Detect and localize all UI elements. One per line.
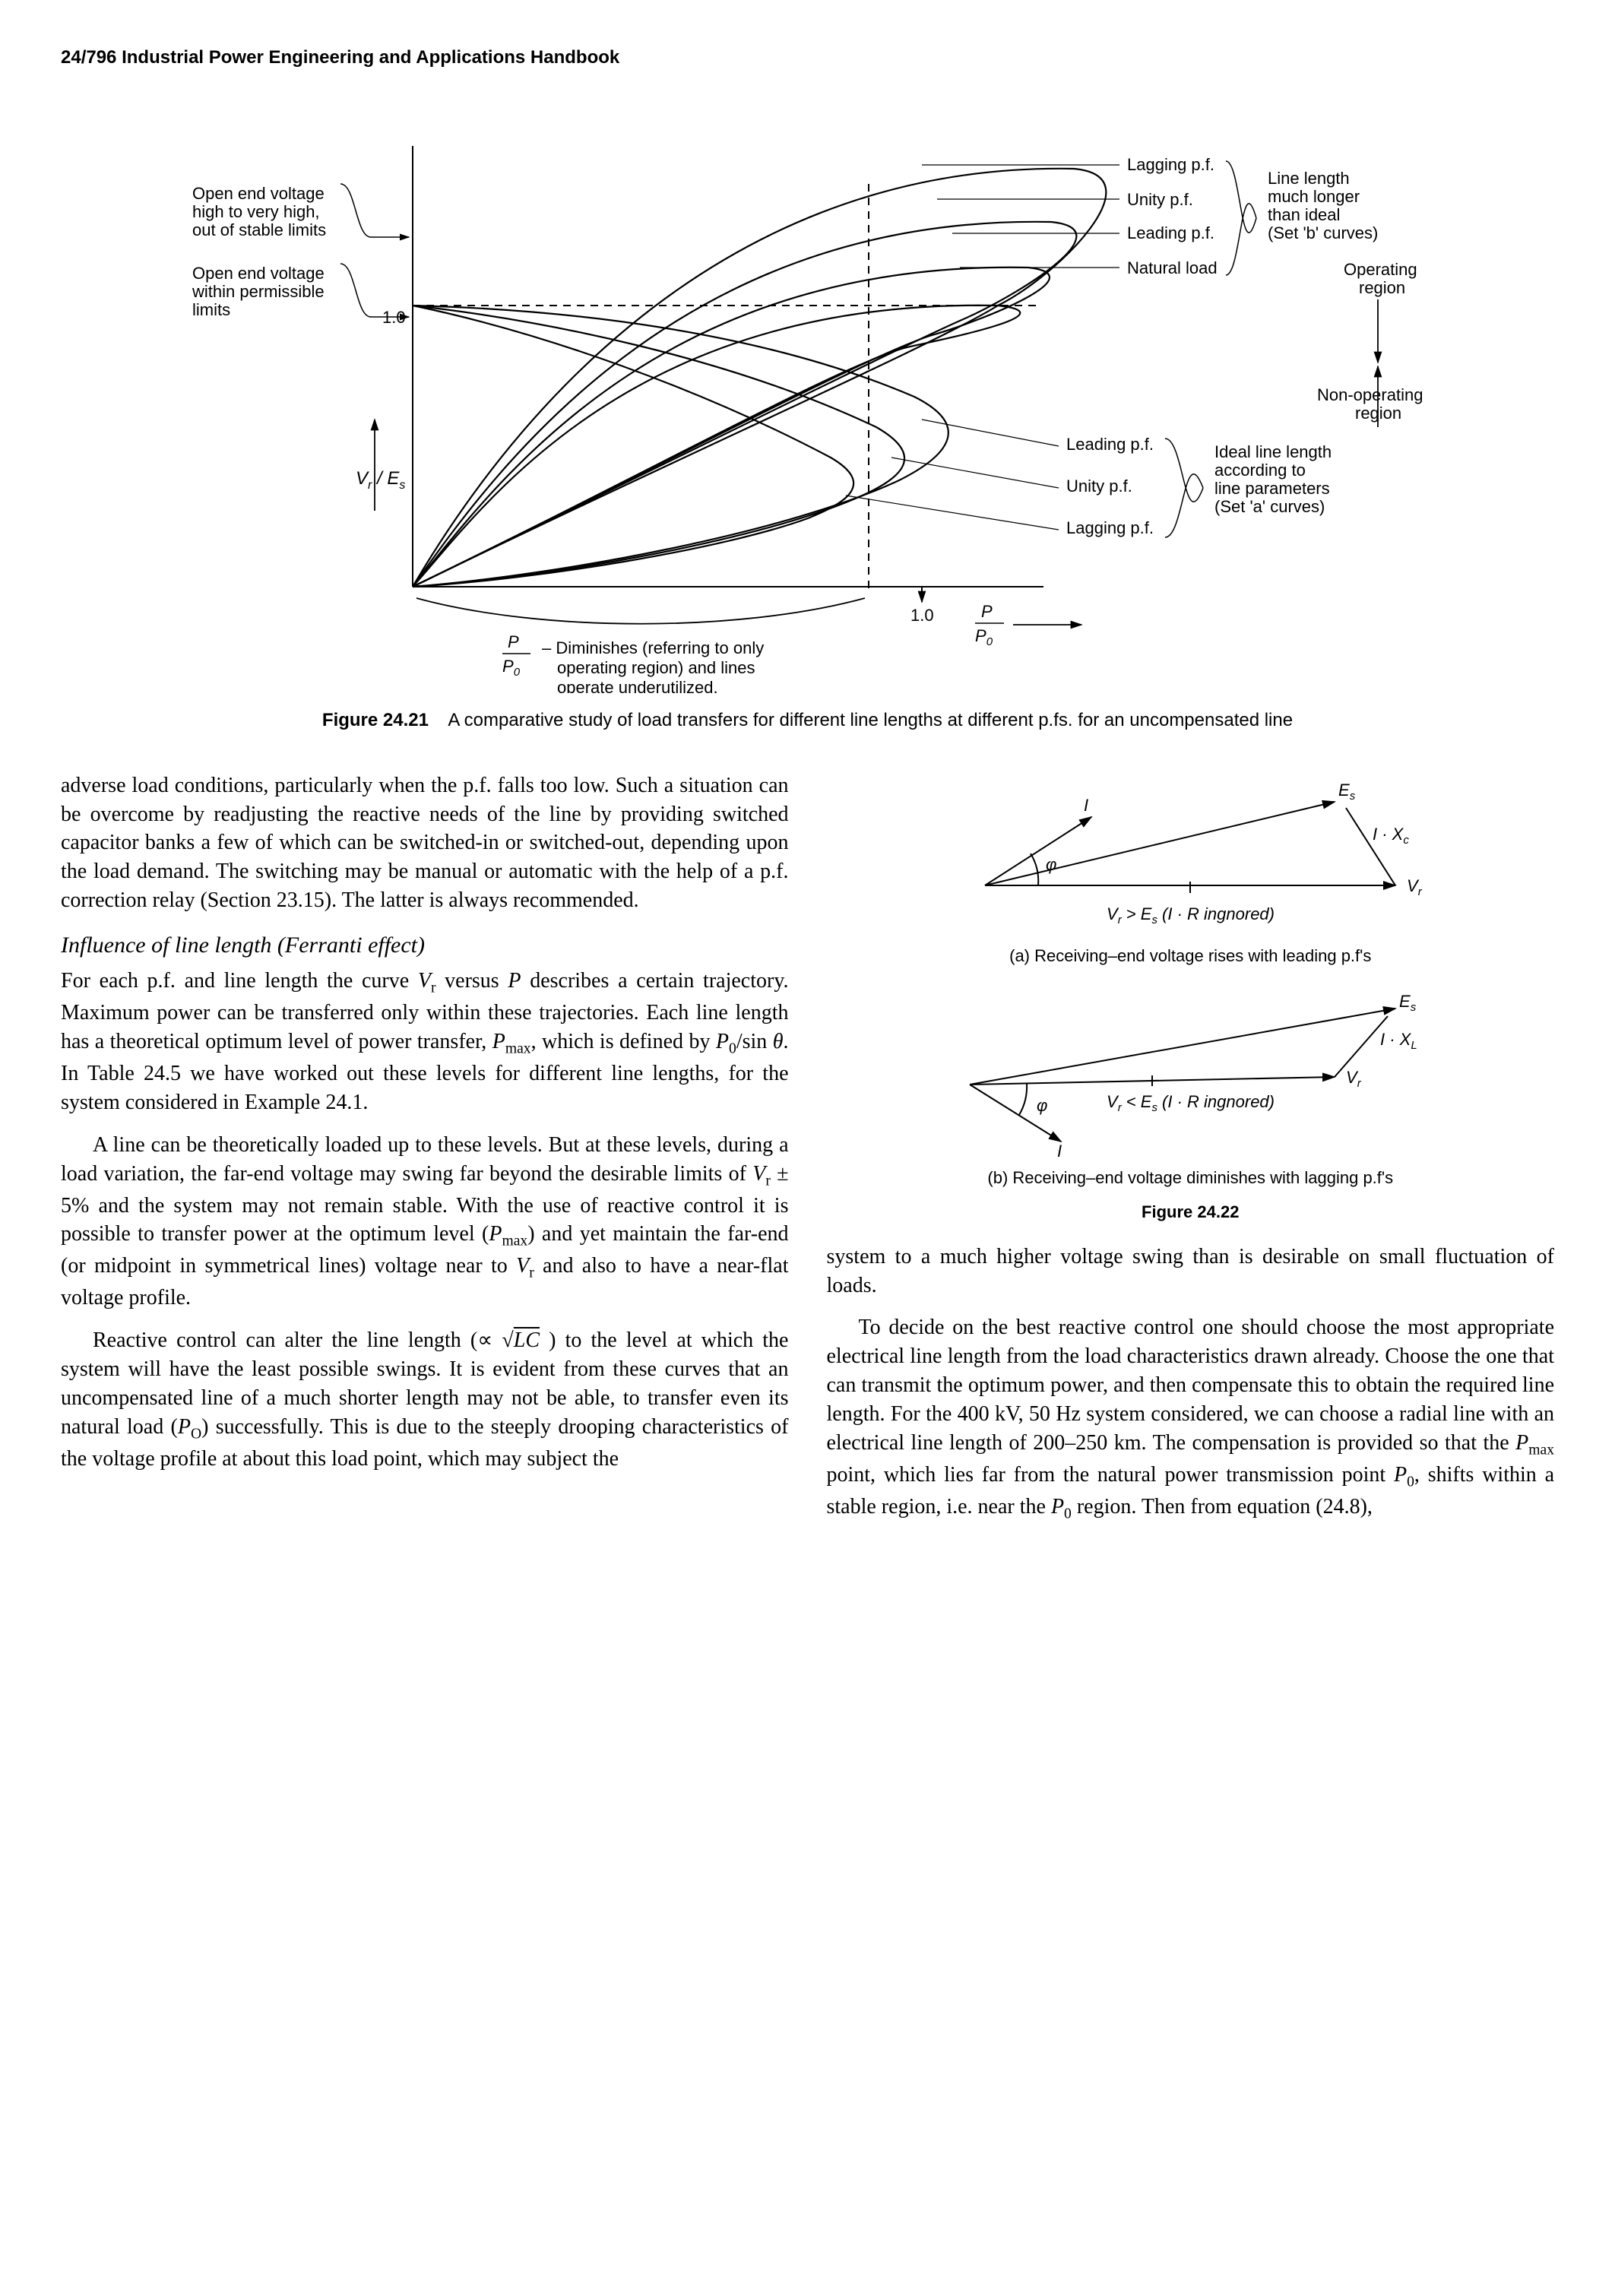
lbl-a-leading: Leading p.f.	[1066, 435, 1154, 454]
left-p4: Reactive control can alter the line leng…	[61, 1326, 789, 1473]
lbl-I-b: I	[1057, 1142, 1062, 1161]
fig21-caption: Figure 24.21 A comparative study of load…	[61, 708, 1554, 733]
right-p1: system to a much higher voltage swing th…	[827, 1243, 1555, 1300]
diminishes-note: – Diminishes (referring to only operatin…	[542, 638, 768, 693]
left-p1: adverse load conditions, particularly wh…	[61, 771, 789, 915]
header-text: 24/796 Industrial Power Engineering and …	[61, 47, 619, 68]
body-columns: adverse load conditions, particularly wh…	[61, 771, 1554, 1538]
fig22a: Es I · Xc Vr I φ Vr > Es (I · R ingnored…	[827, 771, 1555, 967]
svg-text:P0: P0	[975, 626, 993, 648]
lbl-one: 1.0	[382, 308, 406, 327]
fig22-title: Figure 24.22	[827, 1201, 1555, 1224]
left-column: adverse load conditions, particularly wh…	[61, 771, 789, 1538]
x-one: 1.0	[910, 606, 934, 625]
lbl-Vr-b: Vr	[1346, 1068, 1362, 1090]
note-b: Vr < Es (I · R ingnored)	[1107, 1092, 1275, 1114]
note-a: Vr > Es (I · R ingnored)	[1107, 904, 1275, 926]
fig21-caption-text: A comparative study of load transfers fo…	[448, 710, 1293, 730]
lbl-a-group: Ideal line length according to line para…	[1214, 442, 1336, 516]
lbl-Vr-a: Vr	[1407, 876, 1423, 898]
left-p3: A line can be theoretically loaded up to…	[61, 1131, 789, 1313]
frac-left: P	[508, 632, 519, 651]
lbl-operating: Operatingregion	[1344, 260, 1417, 297]
fig22b-cap: (b) Receiving–end voltage diminishes wit…	[827, 1167, 1555, 1189]
right-column: Es I · Xc Vr I φ Vr > Es (I · R ingnored…	[827, 771, 1555, 1538]
fig22a-cap: (a) Receiving–end voltage rises with lea…	[827, 945, 1555, 967]
y-axis-label: Vr / Es	[356, 468, 405, 493]
fig21-caption-bold: Figure 24.21	[322, 710, 429, 730]
lbl-IxL: I · XL	[1380, 1030, 1417, 1052]
lbl-Ixc: I · Xc	[1373, 825, 1409, 847]
fig22b-svg: Es I · XL Vr I φ Vr < Es (I · R ingnored…	[924, 986, 1456, 1161]
left-p2: For each p.f. and line length the curve …	[61, 967, 789, 1116]
fig22b: Es I · XL Vr I φ Vr < Es (I · R ingnored…	[827, 986, 1555, 1223]
lbl-a-lagging: Lagging p.f.	[1066, 518, 1154, 537]
lbl-nonoperating: Non-operatingregion	[1317, 385, 1423, 423]
lbl-Es-b: Es	[1399, 992, 1417, 1014]
lbl-a-unity: Unity p.f.	[1066, 477, 1132, 496]
lbl-b-unity: Unity p.f.	[1127, 190, 1193, 209]
lbl-b-natural: Natural load	[1127, 258, 1218, 277]
lbl-b-leading: Leading p.f.	[1127, 223, 1214, 242]
svg-text:P0: P0	[502, 657, 521, 679]
lbl-b-lagging: Lagging p.f.	[1127, 155, 1214, 174]
lbl-high: Open end voltage high to very high, out …	[192, 184, 329, 239]
svg-text:P: P	[981, 602, 993, 621]
fig21-svg: Open end voltage high to very high, out …	[162, 100, 1454, 693]
right-p2: To decide on the best reactive control o…	[827, 1313, 1555, 1524]
lbl-I-a: I	[1084, 796, 1088, 815]
lbl-b-group: Line length much longer than ideal (Set …	[1268, 169, 1378, 242]
fig22a-svg: Es I · Xc Vr I φ Vr > Es (I · R ingnored…	[924, 771, 1456, 939]
figure-24-21: Open end voltage high to very high, out …	[61, 100, 1554, 733]
lbl-within: Open end voltage within permissible limi…	[192, 264, 329, 319]
lbl-phi-b: φ	[1037, 1096, 1047, 1115]
section-title: Influence of line length (Ferranti effec…	[61, 930, 789, 961]
lbl-Es-a: Es	[1338, 781, 1356, 803]
lbl-phi-a: φ	[1046, 855, 1056, 874]
page-header: 24/796 Industrial Power Engineering and …	[61, 46, 1554, 70]
